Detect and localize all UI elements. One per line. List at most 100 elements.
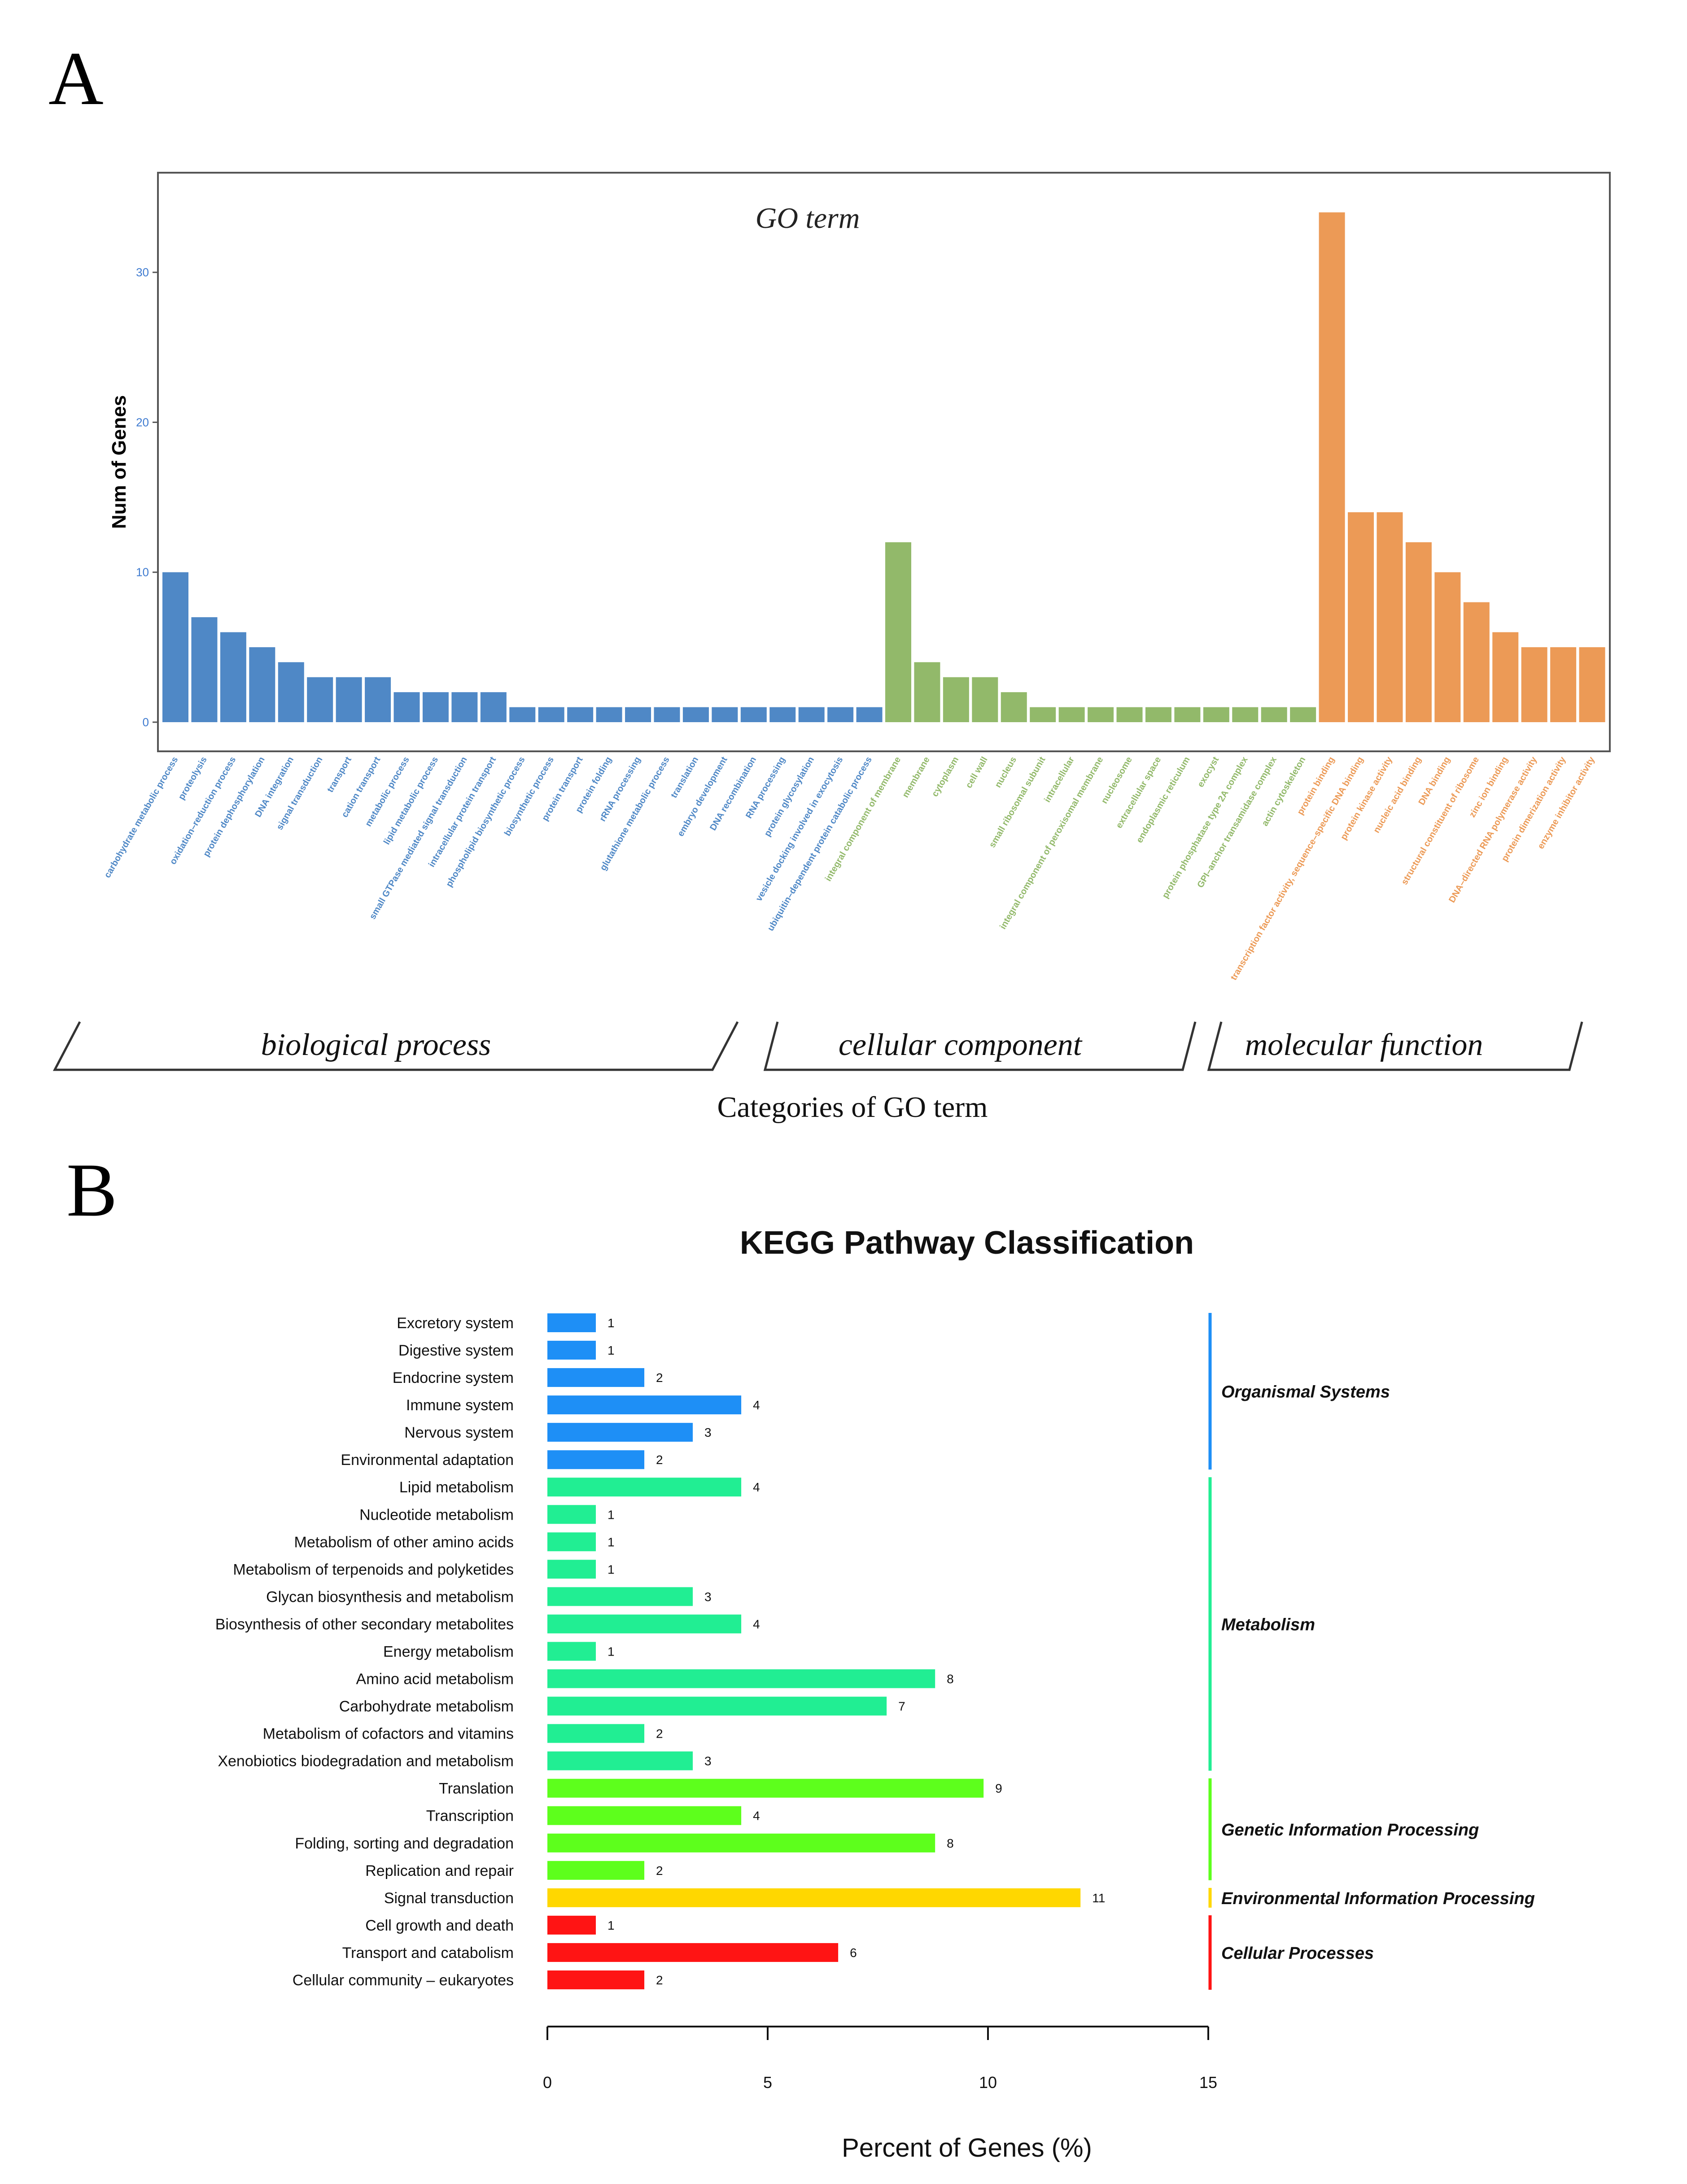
kegg-x-tick-label: 0 [543, 2073, 552, 2092]
kegg-category-label-carbohydrate-metabolism: Carbohydrate metabolism [339, 1698, 514, 1715]
kegg-category-label-glycan-biosynthesis-and-metabolism: Glycan biosynthesis and metabolism [266, 1588, 514, 1605]
kegg-bar-replication-and-repair [547, 1861, 645, 1880]
kegg-x-axis: 0 5 10 15 [543, 2026, 1217, 2092]
kegg-chart: B KEGG Pathway Classification Excretory … [66, 1148, 1535, 2162]
kegg-category-label-metabolism-of-other-amino-acids: Metabolism of other amino acids [294, 1534, 514, 1551]
kegg-bar-nervous-system [547, 1423, 693, 1442]
panel-a-label: A [48, 36, 104, 121]
kegg-count-label-biosynthesis-of-other-secondary-metabolites: 4 [753, 1617, 760, 1631]
go-bar-translation [682, 707, 709, 722]
go-bar-membrane [914, 662, 940, 722]
kegg-bar-excretory-system [547, 1313, 596, 1332]
bracket-cellular-component [763, 1021, 1197, 1071]
kegg-category-label-amino-acid-metabolism: Amino acid metabolism [356, 1671, 514, 1688]
kegg-count-label-immune-system: 4 [753, 1398, 760, 1412]
kegg-count-label-cell-growth-and-death: 1 [607, 1918, 615, 1932]
go-y-tick-label: 0 [143, 715, 149, 729]
kegg-bar-amino-acid-metabolism [547, 1669, 935, 1688]
go-bar-zinc-ion-binding [1492, 632, 1519, 722]
go-bar-extracellular-space [1145, 707, 1171, 722]
go-category-brackets: biological process cellular component mo… [52, 1021, 1583, 1071]
kegg-count-label-folding-sorting-and-degradation: 8 [947, 1836, 954, 1850]
go-bar-gpi-anchor-transamidase-complex [1261, 707, 1287, 722]
kegg-bar-folding-sorting-and-degradation [547, 1833, 935, 1853]
group-label-biological-process: biological process [261, 1028, 491, 1062]
kegg-group-label-metabolism: Metabolism [1221, 1615, 1315, 1634]
kegg-count-label-lipid-metabolism: 4 [753, 1480, 760, 1494]
kegg-category-label-replication-and-repair: Replication and repair [365, 1862, 514, 1879]
kegg-count-label-cellular-community-eukaryotes: 2 [656, 1973, 663, 1987]
go-bar-rna-processing [769, 707, 796, 722]
go-bar-nucleus [1001, 692, 1027, 722]
kegg-group-label-genetic-information-processing: Genetic Information Processing [1221, 1821, 1479, 1840]
kegg-bar-immune-system [547, 1395, 742, 1415]
go-bars [162, 212, 1605, 722]
kegg-x-axis-label: Percent of Genes (%) [842, 2133, 1092, 2162]
go-bar-cell-wall [972, 677, 998, 722]
kegg-bar-cellular-community-eukaryotes [547, 1970, 645, 1989]
go-x-axis-label: Categories of GO term [717, 1091, 988, 1124]
kegg-category-label-environmental-adaptation: Environmental adaptation [341, 1452, 514, 1469]
go-bar-nucleosome [1116, 707, 1143, 722]
go-bar-transport [336, 677, 362, 722]
kegg-category-label-immune-system: Immune system [406, 1397, 514, 1414]
kegg-count-label-carbohydrate-metabolism: 7 [898, 1700, 905, 1713]
go-bar-endoplasmic-reticulum [1174, 707, 1201, 722]
kegg-count-label-amino-acid-metabolism: 8 [947, 1672, 954, 1686]
go-bar-biosynthetic-process [538, 707, 564, 722]
kegg-group-brackets: Organismal Systems Metabolism Genetic Info… [1208, 1313, 1535, 1990]
go-bar-dna-directed-rna-polymerase-activity [1521, 647, 1547, 722]
kegg-count-label-nucleotide-metabolism: 1 [607, 1508, 615, 1521]
kegg-group-label-environmental-information-processing: Environmental Information Processing [1221, 1889, 1535, 1908]
kegg-bar-translation [547, 1779, 984, 1798]
kegg-count-label-signal-transduction: 11 [1092, 1891, 1105, 1905]
go-bar-intracellular-protein-transport [480, 692, 507, 722]
go-y-tick-label: 30 [136, 266, 149, 279]
go-chart-title: GO term [756, 202, 860, 235]
go-bar-actin-cytoskeleton [1290, 707, 1316, 722]
kegg-count-label-transport-and-catabolism: 6 [850, 1946, 857, 1960]
go-bar-dna-integration [278, 662, 304, 722]
go-bar-dna-binding [1434, 572, 1461, 722]
kegg-category-label-signal-transduction: Signal transduction [384, 1890, 514, 1907]
kegg-category-label-nervous-system: Nervous system [404, 1424, 514, 1441]
kegg-bars: Excretory system 1 Digestive system 1 Endocr… [215, 1313, 1105, 1989]
bracket-biological-process [52, 1021, 739, 1071]
kegg-bar-cell-growth-and-death [547, 1915, 596, 1935]
panel-b-label: B [66, 1148, 117, 1232]
go-bar-structural-constituent-of-ribosome [1463, 602, 1490, 722]
kegg-bar-metabolism-of-terpenoids-and-polyketides [547, 1560, 596, 1579]
kegg-bar-biosynthesis-of-other-secondary-metabolites [547, 1614, 742, 1634]
kegg-group-label-cellular-processes: Cellular Processes [1221, 1944, 1374, 1963]
go-bar-glutathione-metabolic-process [654, 707, 680, 722]
kegg-bar-transport-and-catabolism [547, 1943, 839, 1962]
kegg-count-label-replication-and-repair: 2 [656, 1864, 663, 1878]
go-bar-vesicle-docking-involved-in-exocytosis [827, 707, 854, 722]
go-bar-protein-binding [1319, 212, 1345, 722]
go-bar-small-ribosomal-subunit [1030, 707, 1056, 722]
kegg-count-label-metabolism-of-terpenoids-and-polyketides: 1 [607, 1562, 615, 1576]
kegg-x-tick-label: 15 [1199, 2073, 1217, 2092]
go-bar-metabolic-process [393, 692, 420, 722]
go-plot-frame [157, 172, 1611, 752]
go-y-tick-label: 10 [136, 566, 149, 579]
kegg-bar-glycan-biosynthesis-and-metabolism [547, 1587, 693, 1606]
kegg-chart-title: KEGG Pathway Classification [740, 1225, 1194, 1261]
go-bar-proteolysis [191, 617, 218, 722]
kegg-count-label-excretory-system: 1 [607, 1316, 615, 1330]
kegg-category-label-excretory-system: Excretory system [397, 1315, 514, 1332]
kegg-x-tick-label: 5 [763, 2073, 772, 2092]
kegg-count-label-environmental-adaptation: 2 [656, 1453, 663, 1467]
go-bar-small-gtpase-mediated-signal-transduction [451, 692, 478, 722]
go-bar-protein-kinase-activity [1377, 512, 1403, 722]
go-bar-exocyst [1203, 707, 1229, 722]
kegg-category-label-translation: Translation [439, 1780, 514, 1797]
kegg-category-label-transcription: Transcription [426, 1808, 514, 1825]
kegg-count-label-glycan-biosynthesis-and-metabolism: 3 [704, 1590, 712, 1604]
kegg-bar-metabolism-of-cofactors-and-vitamins [547, 1724, 645, 1743]
kegg-count-label-energy-metabolism: 1 [607, 1644, 615, 1658]
kegg-category-label-digestive-system: Digestive system [398, 1342, 514, 1359]
kegg-bar-endocrine-system [547, 1368, 645, 1387]
go-bar-embryo-development [712, 707, 738, 722]
